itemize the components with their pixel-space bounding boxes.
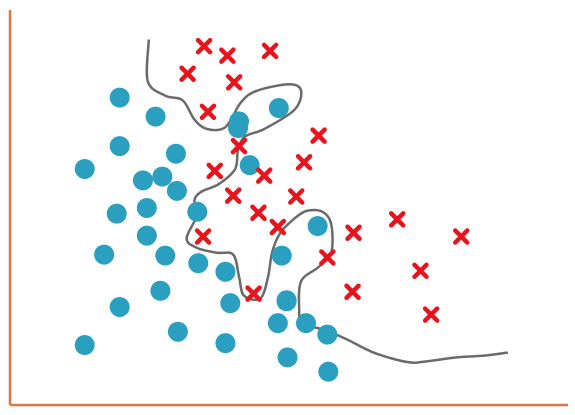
circle-point	[228, 118, 249, 139]
cross-point	[388, 211, 406, 228]
circle-point	[166, 180, 187, 201]
circle-point	[74, 158, 95, 179]
circle-point	[145, 106, 166, 127]
cross-point	[256, 167, 273, 184]
circle-point	[136, 225, 157, 246]
cross-point	[319, 249, 336, 266]
cross-points-group	[179, 37, 470, 323]
decision-boundary-group	[145, 39, 509, 364]
circle-point	[74, 335, 95, 356]
cross-point	[245, 285, 262, 302]
circle-point	[187, 201, 208, 222]
cross-point	[345, 224, 362, 241]
circle-point	[155, 245, 176, 266]
circle-point	[317, 324, 338, 345]
circle-point	[188, 253, 209, 274]
circle-point	[220, 293, 241, 314]
cross-point	[194, 228, 212, 245]
circle-point	[277, 347, 298, 368]
circle-point	[165, 143, 186, 164]
cross-point	[206, 162, 224, 180]
cross-point	[344, 283, 361, 300]
circle-point	[267, 313, 288, 334]
cross-point	[453, 228, 470, 245]
circle-point	[295, 313, 316, 334]
circle-point	[307, 216, 328, 237]
cross-point	[269, 218, 287, 236]
circle-point	[109, 136, 130, 157]
circle-point	[276, 290, 297, 311]
circle-point	[215, 333, 236, 354]
cross-point	[224, 187, 242, 204]
cross-point	[295, 154, 313, 171]
circle-point	[318, 361, 339, 382]
cross-point	[199, 103, 217, 121]
cross-point	[219, 47, 236, 64]
cross-point	[412, 262, 429, 280]
decision-boundary-line	[145, 39, 509, 364]
cross-point	[310, 127, 327, 144]
circle-point	[136, 197, 157, 218]
cross-point	[422, 306, 440, 323]
cross-point	[179, 65, 196, 83]
axes	[8, 10, 568, 407]
circle-point	[109, 296, 130, 317]
circle-point	[132, 170, 153, 191]
cross-point	[261, 42, 279, 60]
circle-point	[167, 321, 188, 342]
cross-point	[195, 37, 213, 55]
circle-point	[215, 261, 236, 282]
circle-point	[239, 155, 260, 176]
circle-point	[271, 245, 292, 266]
circle-point	[106, 203, 127, 224]
circle-point	[152, 166, 173, 187]
cross-point	[230, 137, 248, 155]
circle-point	[109, 87, 130, 108]
circle-points-group	[74, 87, 339, 382]
cross-point	[250, 204, 267, 221]
circle-point	[94, 244, 115, 265]
cross-point	[288, 188, 305, 205]
circle-point	[150, 280, 171, 301]
cross-point	[225, 74, 243, 91]
circle-point	[268, 98, 289, 119]
